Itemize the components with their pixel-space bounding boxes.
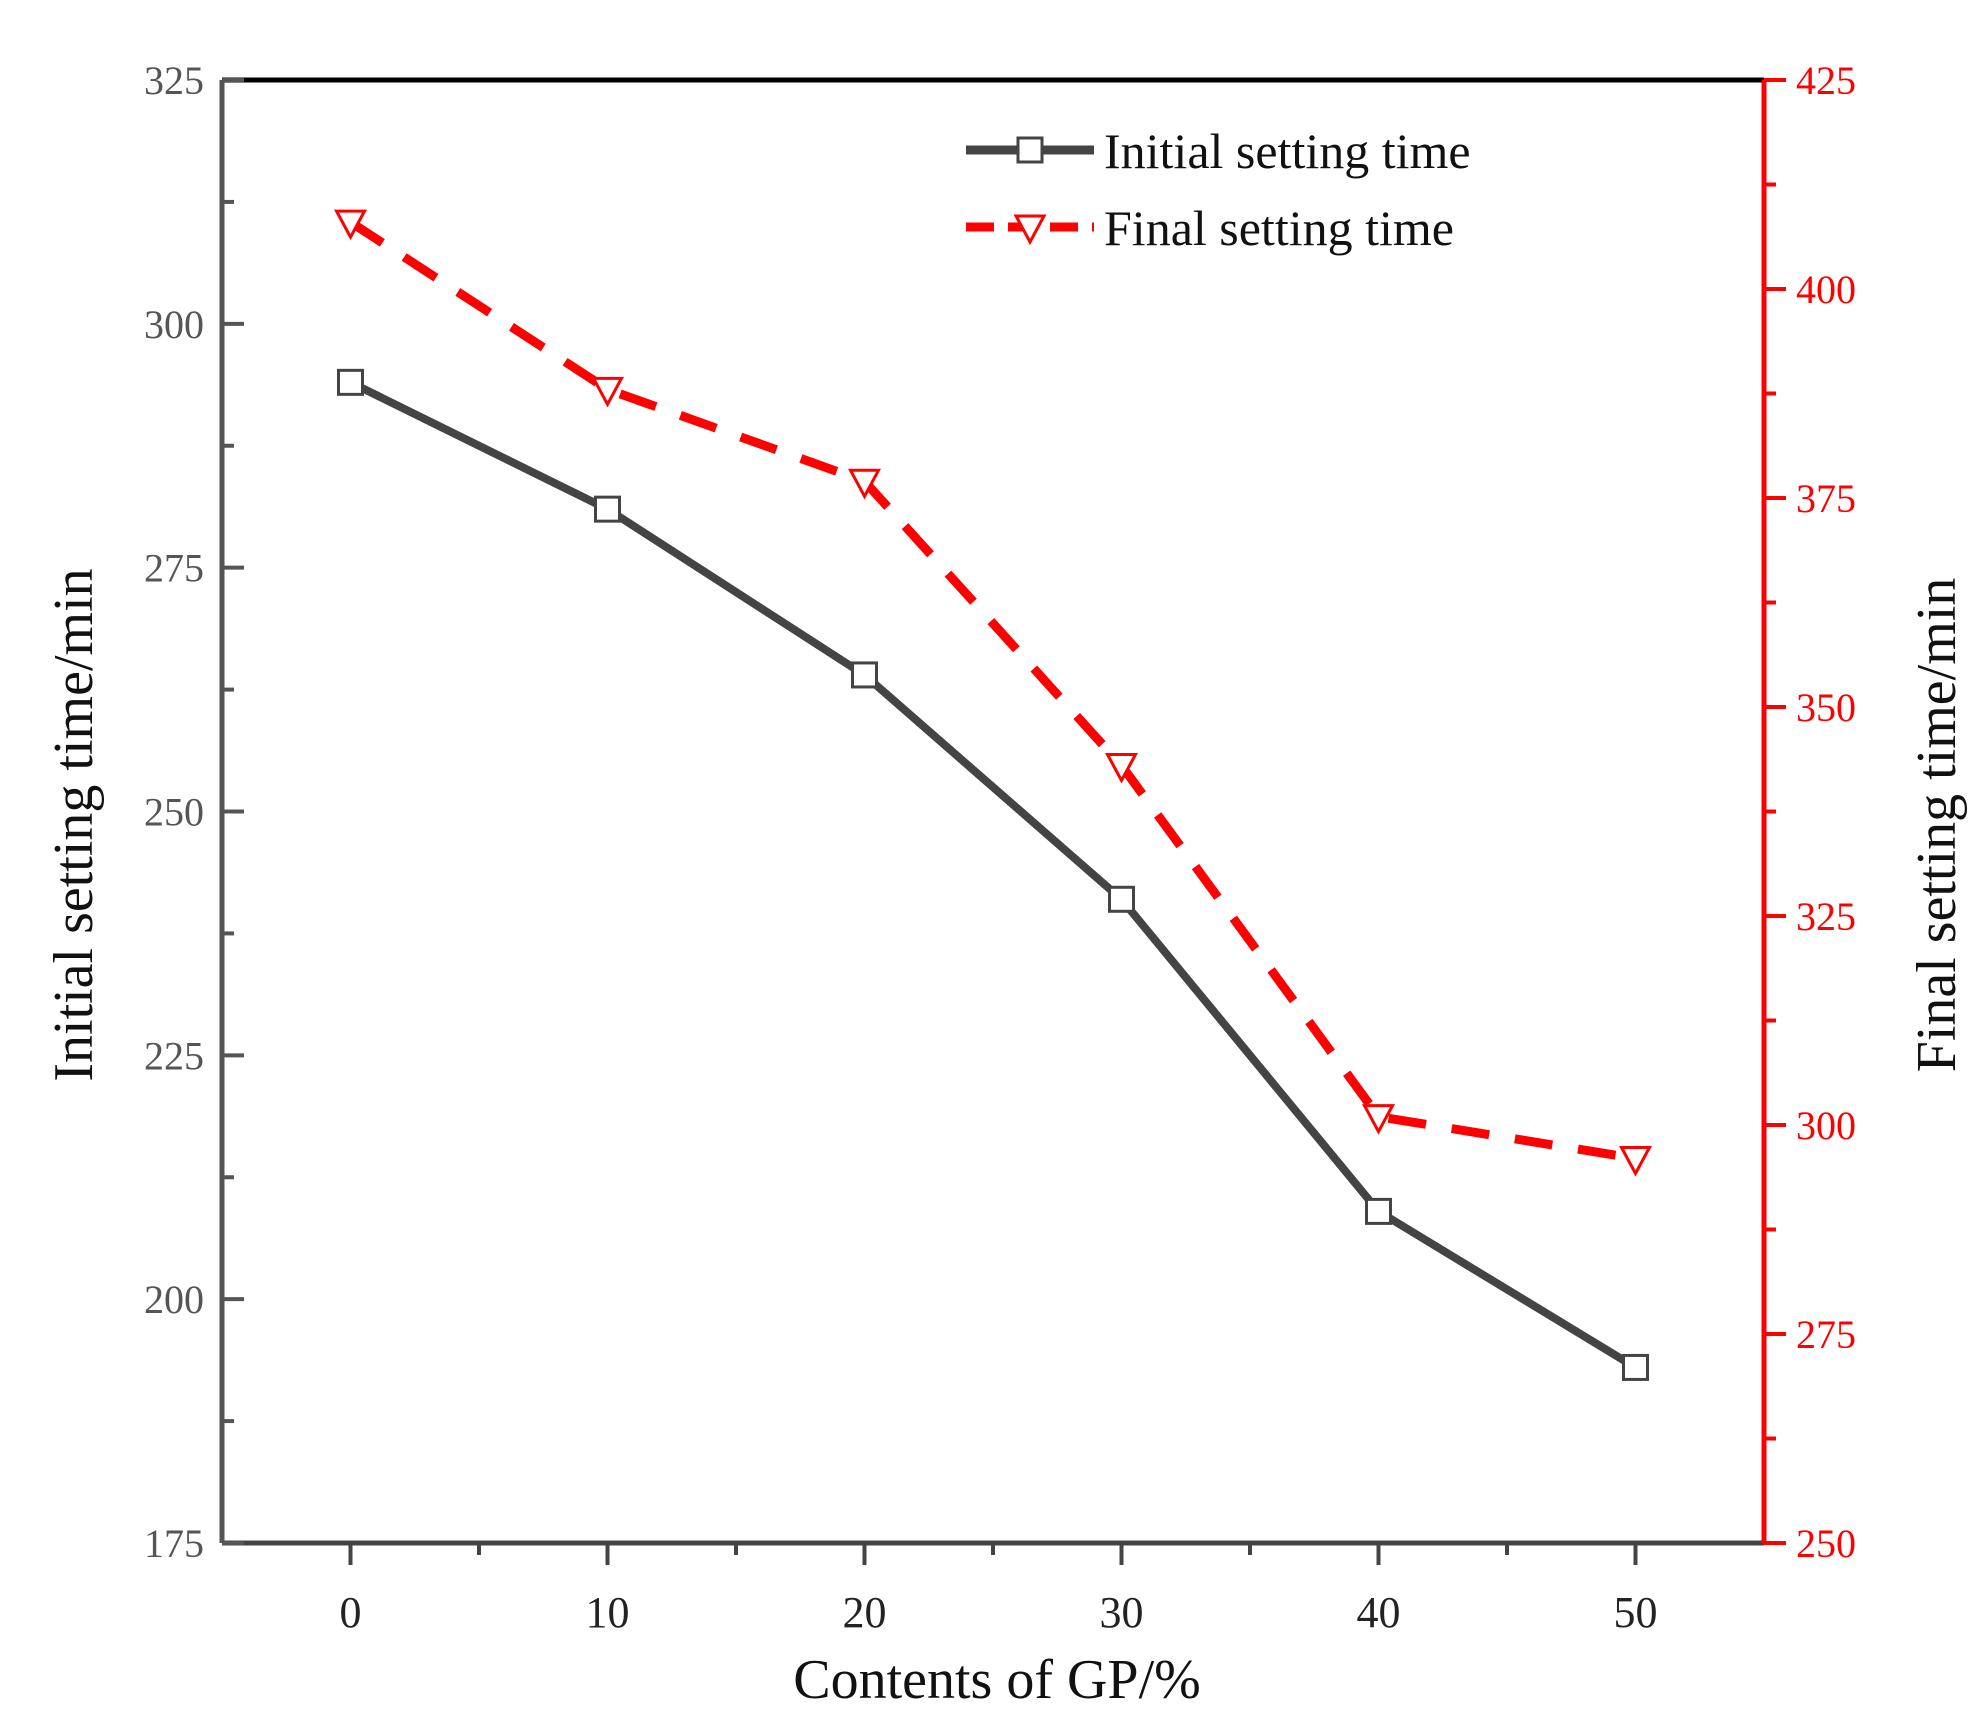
data-point-initial: [1622, 1353, 1649, 1381]
data-point-initial: [1365, 1197, 1392, 1225]
x-tick-label: 30: [1100, 1588, 1144, 1637]
data-point-final: [1361, 1104, 1396, 1135]
legend-marker-final: [1013, 214, 1047, 246]
data-point-final: [847, 468, 882, 500]
x-tick-label: 0: [340, 1588, 362, 1637]
data-point-final: [1618, 1145, 1653, 1177]
data-point-initial: [1108, 885, 1135, 913]
legend-label-initial: Initial setting time: [1104, 123, 1471, 179]
right-y-tick-label: 350: [1796, 685, 1856, 730]
legend-label-final: Final setting time: [1104, 200, 1454, 256]
x-tick-label: 50: [1614, 1588, 1658, 1637]
series-line-final: [348, 218, 1637, 1163]
legend-marker-initial: [1016, 136, 1044, 164]
data-point-final: [1104, 753, 1139, 784]
left-y-tick-label: 225: [144, 1033, 204, 1078]
data-point-final: [333, 209, 368, 241]
right-y-tick-label: 275: [1796, 1312, 1856, 1357]
axes: [219, 77, 1767, 1546]
x-tick-label: 10: [586, 1588, 630, 1637]
series-lines: [348, 218, 1638, 1371]
legend: Initial setting time Final setting time: [966, 123, 1471, 256]
left-y-tick-label: 250: [144, 790, 204, 835]
x-axis-title: Contents of GP/%: [793, 1649, 1201, 1711]
data-point-initial: [337, 368, 364, 396]
right-y-tick-label: 375: [1796, 476, 1856, 521]
right-y-tick-label: 425: [1796, 58, 1856, 103]
x-tick-label: 20: [843, 1588, 887, 1637]
series-markers: [333, 209, 1653, 1381]
right-y-tick-label: 400: [1796, 267, 1856, 312]
left-y-tick-label: 300: [144, 302, 204, 347]
right-y-axis-title: Final setting time/min: [1906, 578, 1968, 1073]
left-y-tick-label: 200: [144, 1277, 204, 1322]
right-y-tick-label: 300: [1796, 1103, 1856, 1148]
right-y-tick-label: 325: [1796, 894, 1856, 939]
left-y-tick-label: 325: [144, 58, 204, 103]
series-line-initial: [348, 378, 1638, 1371]
x-tick-label: 40: [1357, 1588, 1401, 1637]
left-y-tick-label: 275: [144, 546, 204, 591]
data-point-initial: [594, 495, 621, 523]
data-point-initial: [851, 661, 878, 689]
left-y-tick-label: 175: [144, 1521, 204, 1566]
data-point-final: [590, 376, 625, 408]
ticks: 1752002252502753003252502753003253503754…: [144, 58, 1856, 1637]
right-y-tick-label: 250: [1796, 1521, 1856, 1566]
left-y-axis-title: Initial setting time/min: [43, 568, 105, 1081]
